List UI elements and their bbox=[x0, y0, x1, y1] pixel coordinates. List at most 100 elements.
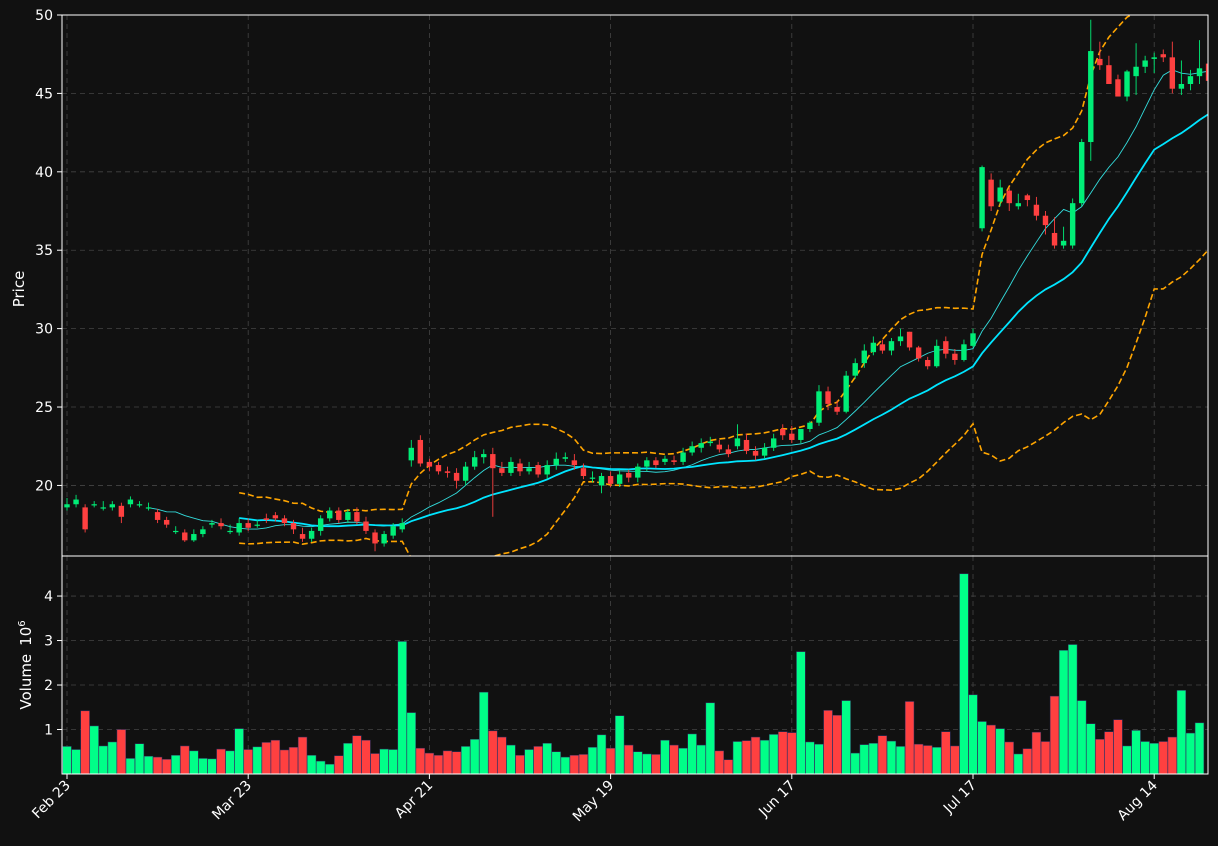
candle-body-up bbox=[1060, 240, 1067, 246]
volume-bar-down bbox=[669, 744, 679, 775]
candle-body-down bbox=[163, 519, 170, 525]
candle-body-up bbox=[1133, 66, 1139, 77]
volume-bar-down bbox=[451, 751, 462, 775]
candle-body-up bbox=[843, 375, 849, 412]
volume-bar-down bbox=[415, 747, 425, 775]
volume-bar-up bbox=[379, 748, 389, 775]
volume-bar-down bbox=[723, 759, 734, 775]
volume-bar-up bbox=[642, 753, 652, 775]
volume-bar-up bbox=[796, 651, 806, 775]
candle-body-down bbox=[517, 463, 523, 472]
candle-body-up bbox=[1142, 60, 1148, 67]
volume-bar-up bbox=[388, 749, 398, 775]
volume-bar-up bbox=[225, 750, 235, 775]
volume-bar-down bbox=[442, 750, 453, 775]
volume-bar-down bbox=[904, 701, 915, 775]
candle-body-up bbox=[1178, 83, 1185, 89]
volume-bar-up bbox=[850, 752, 860, 775]
candle-body-down bbox=[272, 515, 279, 519]
volume-bar-down bbox=[1095, 739, 1105, 775]
candle-body-up bbox=[200, 529, 206, 535]
candle-body-down bbox=[417, 439, 424, 464]
volume-bar-up bbox=[506, 744, 516, 775]
candle-body-up bbox=[1015, 203, 1021, 207]
volume-y-tick-label: 3 bbox=[44, 634, 53, 650]
candle-body-down bbox=[1051, 232, 1058, 246]
candle-body-up bbox=[816, 391, 822, 423]
volume-bar-up bbox=[1185, 732, 1196, 775]
candle-body-up bbox=[807, 422, 813, 429]
price-y-tick-label: 20 bbox=[35, 478, 53, 494]
candle-body-down bbox=[281, 518, 288, 524]
volume-bar-down bbox=[986, 724, 996, 775]
volume-bar-down bbox=[605, 747, 616, 775]
candle-body-up bbox=[1088, 51, 1094, 143]
candle-body-up bbox=[707, 441, 713, 444]
candle-body-down bbox=[182, 532, 188, 541]
candle-body-down bbox=[82, 507, 88, 530]
candle-body-up bbox=[109, 504, 115, 508]
candle-body-down bbox=[952, 353, 958, 360]
candle-body-up bbox=[390, 526, 396, 536]
volume-bar-down bbox=[488, 730, 498, 775]
volume-bar-down bbox=[288, 747, 299, 775]
candle-body-up bbox=[64, 504, 70, 508]
candle-body-up bbox=[462, 466, 469, 481]
volume-bar-up bbox=[71, 749, 81, 775]
price-y-tick-label: 30 bbox=[35, 322, 53, 338]
volume-bar-down bbox=[152, 756, 163, 775]
volume-bar-up bbox=[1058, 650, 1069, 775]
candle-body-down bbox=[263, 518, 270, 520]
candle-body-up bbox=[381, 534, 387, 544]
volume-bar-up bbox=[805, 741, 815, 775]
volume-axis-label: Volume bbox=[17, 654, 35, 710]
volume-bar-down bbox=[261, 742, 271, 775]
candle-body-down bbox=[1160, 54, 1166, 58]
candle-body-down bbox=[336, 510, 342, 520]
volume-bar-down bbox=[352, 735, 362, 775]
volume-bar-up bbox=[615, 715, 625, 775]
volume-bar-down bbox=[497, 736, 507, 775]
volume-y-tick-label: 4 bbox=[44, 589, 53, 605]
candle-body-up bbox=[1187, 76, 1194, 84]
candle-body-up bbox=[598, 476, 605, 486]
candle-body-up bbox=[1124, 71, 1130, 97]
volume-bar-up bbox=[886, 740, 897, 775]
volume-bar-down bbox=[116, 729, 127, 775]
candle-body-up bbox=[888, 341, 895, 351]
volume-bar-up bbox=[633, 751, 643, 775]
volume-bar-up bbox=[841, 700, 851, 775]
candle-body-down bbox=[780, 428, 786, 436]
candle-body-up bbox=[861, 350, 867, 364]
candle-body-down bbox=[535, 465, 541, 475]
candle-body-up bbox=[761, 447, 768, 456]
volume-exponent-power: 6 bbox=[17, 620, 28, 626]
candle-body-up bbox=[73, 499, 79, 505]
candle-body-down bbox=[499, 468, 505, 473]
volume-bar-down bbox=[180, 745, 190, 775]
volume-bar-up bbox=[687, 733, 697, 775]
candle-body-down bbox=[906, 331, 913, 348]
candle-body-up bbox=[136, 504, 143, 506]
volume-bar-up bbox=[1077, 700, 1087, 775]
volume-panel-frame bbox=[61, 555, 1209, 775]
volume-y-tick-label: 1 bbox=[44, 723, 53, 739]
volume-bar-up bbox=[1122, 745, 1132, 775]
volume-bar-up bbox=[678, 747, 688, 775]
candle-body-down bbox=[825, 391, 831, 404]
candle-body-up bbox=[553, 458, 559, 466]
volume-bar-up bbox=[732, 741, 743, 775]
volume-grid bbox=[62, 556, 1208, 774]
candle-body-down bbox=[299, 534, 306, 539]
volume-bar-down bbox=[1004, 741, 1014, 775]
candle-body-down bbox=[725, 449, 732, 455]
price-y-tick-label: 45 bbox=[35, 86, 53, 102]
volume-bar-down bbox=[569, 755, 580, 775]
volume-bar-down bbox=[923, 745, 933, 775]
candle-body-down bbox=[752, 450, 759, 456]
volume-bar-up bbox=[859, 744, 869, 775]
candle-body-up bbox=[1079, 142, 1085, 204]
volume-bar-down bbox=[1049, 695, 1060, 775]
volume-bar-up bbox=[1149, 743, 1159, 775]
